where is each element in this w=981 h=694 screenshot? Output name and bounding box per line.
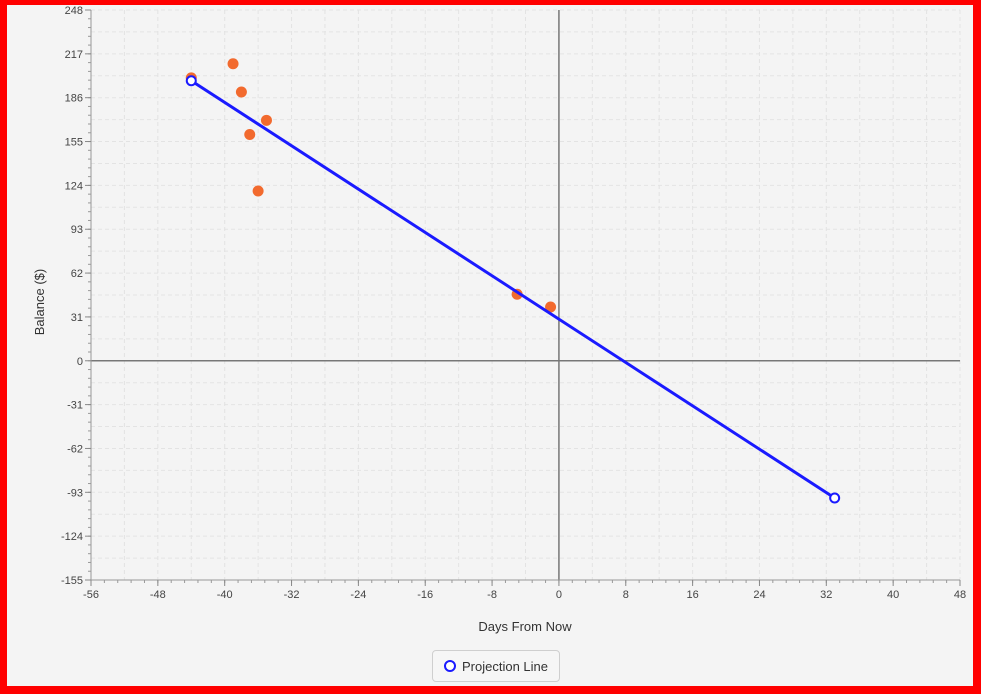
- x-axis-title: Days From Now: [478, 619, 572, 634]
- scatter-point: [235, 86, 247, 98]
- scatter-point: [252, 185, 264, 197]
- x-tick-label: 8: [623, 589, 629, 601]
- legend: Projection Line: [432, 650, 560, 682]
- y-tick-label: -124: [61, 531, 83, 543]
- legend-label-projection-line: Projection Line: [462, 658, 548, 674]
- x-tick-label: -40: [217, 589, 233, 601]
- y-tick-label: 0: [77, 356, 83, 368]
- x-tick-label: -16: [417, 589, 433, 601]
- x-tick-label: -8: [487, 589, 497, 601]
- x-tick-label: -24: [350, 589, 366, 601]
- projection-line-endpoint: [829, 492, 841, 504]
- x-tick-label: 24: [753, 589, 765, 601]
- y-tick-label: -62: [67, 443, 83, 455]
- y-tick-label: 217: [65, 49, 83, 61]
- x-tick-label: 40: [887, 589, 899, 601]
- y-tick-label: 155: [65, 137, 83, 149]
- y-tick-label: 93: [71, 224, 83, 236]
- scatter-point: [545, 301, 557, 313]
- scatter-point: [227, 58, 239, 70]
- x-tick-label: -56: [83, 589, 99, 601]
- scatter-point: [244, 128, 256, 140]
- chart-plot: -56 -48 -40 -32 -24 -16 -8 0 8 16 24 32 40 48 248 217 18…: [32, 5, 966, 634]
- projection-line: [190, 79, 836, 500]
- ticks-layer: -56 -48 -40 -32 -24 -16 -8 0 8 16 24 32 40 48 248 217 18…: [61, 5, 966, 601]
- y-tick-label: 62: [71, 268, 83, 280]
- y-tick-label: -93: [67, 487, 83, 499]
- y-tick-label: 186: [65, 93, 83, 105]
- x-tick-label: -32: [284, 589, 300, 601]
- scatter-point: [260, 114, 272, 126]
- x-tick-label: 32: [820, 589, 832, 601]
- marks-layer: [185, 58, 841, 504]
- x-tick-label: 0: [556, 589, 562, 601]
- y-tick-label: 124: [65, 180, 83, 192]
- chart-frame: -56 -48 -40 -32 -24 -16 -8 0 8 16 24 32 40 48 248 217 18…: [7, 5, 973, 686]
- y-tick-label: 248: [65, 5, 83, 17]
- y-axis-title: Balance ($): [32, 269, 47, 335]
- legend-marker-projection-line: [444, 660, 456, 672]
- x-tick-label: 48: [954, 589, 966, 601]
- y-tick-label: 31: [71, 312, 83, 324]
- axes-layer: [90, 10, 960, 581]
- projection-line-endpoint: [185, 75, 197, 87]
- x-tick-label: -48: [150, 589, 166, 601]
- x-tick-label: 16: [686, 589, 698, 601]
- y-tick-label: -31: [67, 400, 83, 412]
- y-tick-label: -155: [61, 575, 83, 587]
